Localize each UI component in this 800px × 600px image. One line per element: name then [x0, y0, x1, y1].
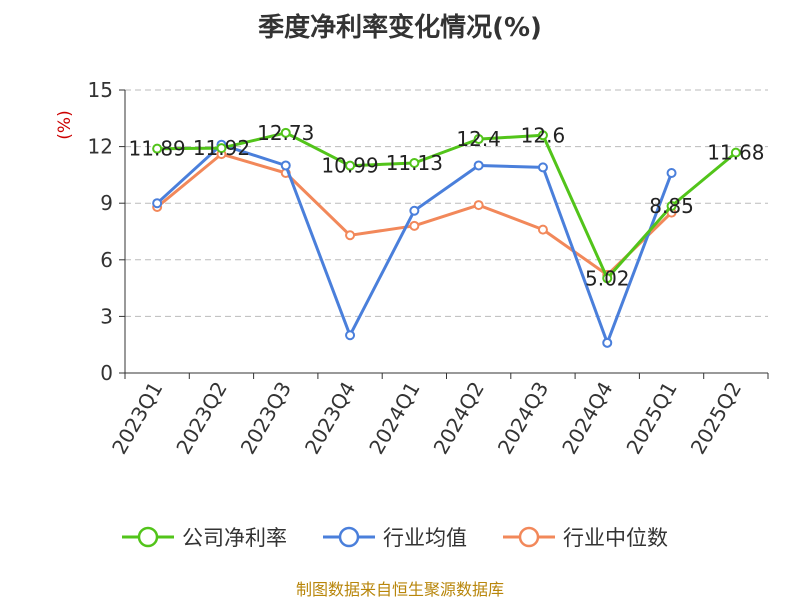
- data-point: [409, 158, 420, 169]
- series-lines: [152, 127, 741, 348]
- data-point: [345, 230, 356, 241]
- y-tick-label: 15: [88, 78, 113, 102]
- data-point: [537, 224, 548, 235]
- x-tick-label: 2023Q4: [300, 378, 360, 459]
- data-point: [666, 168, 677, 179]
- data-point: [473, 160, 484, 171]
- data-point: [537, 162, 548, 173]
- legend-marker: [137, 526, 159, 548]
- data-point: [345, 160, 356, 171]
- x-tick-labels: 2023Q1 2023Q2 2023Q3 2023Q4 2024Q1 2024Q2 2024…: [107, 378, 746, 459]
- data-point: [537, 130, 548, 141]
- data-point: [602, 337, 613, 348]
- data-label: 12.73: [257, 121, 314, 145]
- y-tick-label: 0: [100, 361, 113, 385]
- data-point: [602, 273, 613, 284]
- data-point: [280, 127, 291, 138]
- data-label: 12.6: [521, 123, 566, 147]
- data-point: [473, 200, 484, 211]
- legend: 公司净利率 行业均值 行业中位数: [122, 526, 668, 550]
- x-tick-label: 2025Q1: [621, 378, 681, 459]
- source-note: 制图数据来自恒生聚源数据库: [296, 580, 504, 599]
- data-label: 11.13: [386, 151, 443, 175]
- data-point: [409, 220, 420, 231]
- data-label: 12.4: [456, 127, 501, 151]
- x-tick-label: 2024Q1: [364, 378, 424, 459]
- chart-title: 季度净利率变化情况(%): [258, 12, 542, 43]
- x-tick-label: 2025Q2: [686, 378, 746, 459]
- data-label: 10.99: [321, 154, 378, 178]
- data-label: 11.89: [129, 137, 186, 161]
- y-tick-label: 12: [88, 135, 113, 159]
- data-point: [666, 201, 677, 212]
- legend-marker: [518, 526, 540, 548]
- x-tick-label: 2024Q4: [557, 378, 617, 459]
- x-tick-label: 2023Q1: [107, 378, 167, 459]
- data-label: 8.85: [649, 194, 694, 218]
- axes: [119, 89, 769, 379]
- data-label: 11.92: [193, 136, 250, 160]
- data-point: [730, 147, 741, 158]
- y-tick-label: 3: [100, 304, 113, 328]
- x-tick-label: 2023Q3: [236, 378, 296, 459]
- legend-label: 行业均值: [383, 526, 467, 550]
- y-tick-labels: 0 3 6 9 12 15: [88, 78, 113, 385]
- legend-label: 公司净利率: [182, 526, 287, 550]
- data-label: 11.68: [707, 141, 764, 165]
- y-tick-label: 6: [100, 248, 113, 272]
- x-tick-label: 2024Q2: [429, 378, 489, 459]
- data-point: [409, 205, 420, 216]
- y-axis-unit: (%): [55, 110, 75, 139]
- data-labels: 11.89 11.92 12.73 10.99 11.13 12.4 12.6 5.02 8.8…: [129, 121, 765, 290]
- series-line: [157, 131, 737, 280]
- data-point: [345, 330, 356, 341]
- legend-marker: [338, 526, 360, 548]
- legend-label: 行业中位数: [563, 526, 668, 550]
- data-point: [280, 160, 291, 171]
- data-label: 5.02: [585, 266, 630, 290]
- y-tick-label: 9: [100, 191, 113, 215]
- data-point: [473, 134, 484, 145]
- x-tick-label: 2024Q3: [493, 378, 553, 459]
- data-point: [152, 198, 163, 209]
- data-point: [152, 143, 163, 154]
- data-point: [216, 143, 227, 154]
- x-tick-label: 2023Q2: [171, 378, 231, 459]
